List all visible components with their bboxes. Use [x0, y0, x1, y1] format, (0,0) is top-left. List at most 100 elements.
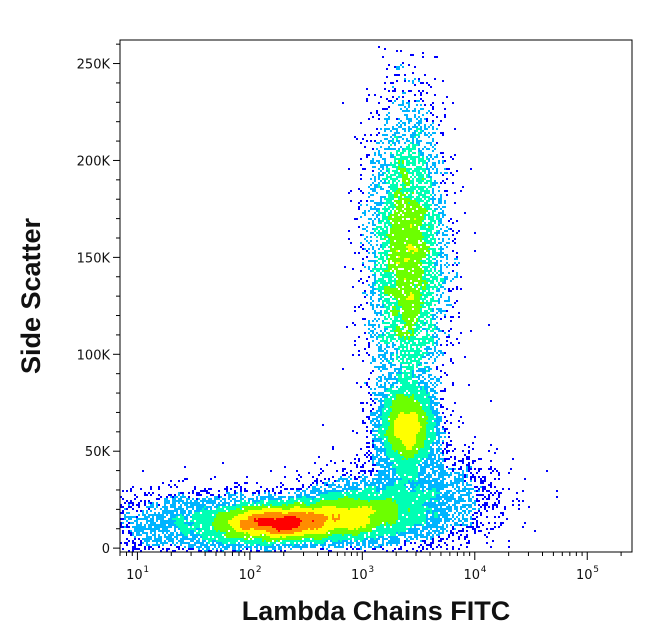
density-dot: [406, 420, 408, 422]
density-dot: [410, 412, 412, 414]
density-dot: [398, 438, 400, 440]
density-dot: [376, 232, 378, 234]
density-dot: [434, 278, 436, 280]
density-dot: [374, 180, 376, 182]
density-dot: [448, 330, 450, 332]
density-dot: [408, 210, 410, 212]
density-dot: [382, 404, 384, 406]
density-dot: [394, 304, 396, 306]
density-dot: [396, 216, 398, 218]
density-dot: [400, 364, 402, 366]
density-dot: [366, 250, 368, 252]
density-dot: [382, 458, 384, 460]
density-dot: [370, 456, 372, 458]
density-dot: [402, 176, 404, 178]
density-dot: [420, 178, 422, 180]
density-dot: [436, 344, 438, 346]
density-dot: [390, 404, 392, 406]
density-dot: [440, 268, 442, 270]
density-dot: [418, 476, 420, 478]
density-dot: [442, 160, 444, 162]
density-dot: [470, 466, 472, 468]
density-dot: [408, 394, 410, 396]
density-dot: [388, 238, 390, 240]
density-dot: [404, 462, 406, 464]
density-dot: [394, 200, 396, 202]
density-dot: [382, 430, 384, 432]
density-dot: [416, 346, 418, 348]
density-dot: [426, 466, 428, 468]
density-dot: [398, 174, 400, 176]
density-dot: [416, 220, 418, 222]
density-dot: [382, 56, 384, 58]
density-dot: [400, 108, 402, 110]
density-dot: [412, 206, 414, 208]
density-dot: [386, 402, 388, 404]
density-dot: [386, 290, 388, 292]
density-dot: [434, 396, 436, 398]
density-dot: [418, 452, 420, 454]
density-dot: [428, 420, 430, 422]
density-dot: [400, 394, 402, 396]
density-dot: [416, 334, 418, 336]
density-dot: [396, 168, 398, 170]
density-dot: [412, 478, 414, 480]
density-dot: [420, 198, 422, 200]
density-dot: [472, 442, 474, 444]
density-dot: [408, 212, 410, 214]
density-dot: [434, 266, 436, 268]
density-dot: [418, 194, 420, 196]
density-dot: [384, 452, 386, 454]
density-dot: [368, 454, 370, 456]
density-dot: [452, 240, 454, 242]
density-dot: [436, 156, 438, 158]
density-dot: [402, 460, 404, 462]
density-dot: [414, 314, 416, 316]
density-dot: [406, 308, 408, 310]
density-dot: [400, 472, 402, 474]
density-dot: [428, 266, 430, 268]
density-dot: [358, 226, 360, 228]
density-dot: [436, 204, 438, 206]
density-dot: [372, 340, 374, 342]
density-dot: [418, 254, 420, 256]
density-dot: [374, 250, 376, 252]
density-dot: [422, 450, 424, 452]
density-dot: [408, 386, 410, 388]
density-dot: [376, 304, 378, 306]
density-dot: [408, 396, 410, 398]
density-dot: [428, 466, 430, 468]
density-dot: [426, 240, 428, 242]
density-dot: [364, 476, 366, 478]
density-dot: [464, 454, 466, 456]
density-dot: [416, 468, 418, 470]
density-dot: [384, 294, 386, 296]
density-dot: [358, 336, 360, 338]
density-dot: [404, 434, 406, 436]
density-dot: [382, 336, 384, 338]
density-dot: [446, 446, 448, 448]
density-dot: [374, 328, 376, 330]
density-dot: [404, 378, 406, 380]
density-dot: [406, 456, 408, 458]
density-dot: [452, 316, 454, 318]
density-dot: [410, 368, 412, 370]
density-dot: [398, 284, 400, 286]
density-dot: [396, 446, 398, 448]
density-dot: [418, 326, 420, 328]
density-dot: [366, 230, 368, 232]
density-dot: [420, 370, 422, 372]
density-dot: [442, 412, 444, 414]
density-dot: [392, 174, 394, 176]
density-dot: [416, 450, 418, 452]
density-dot: [404, 432, 406, 434]
density-dot: [414, 392, 416, 394]
density-dot: [394, 414, 396, 416]
density-dot: [428, 346, 430, 348]
density-dot: [380, 478, 382, 480]
density-dot: [366, 402, 368, 404]
density-dot: [438, 216, 440, 218]
density-dot: [372, 424, 374, 426]
density-dot: [412, 80, 414, 82]
density-dot: [466, 474, 468, 476]
